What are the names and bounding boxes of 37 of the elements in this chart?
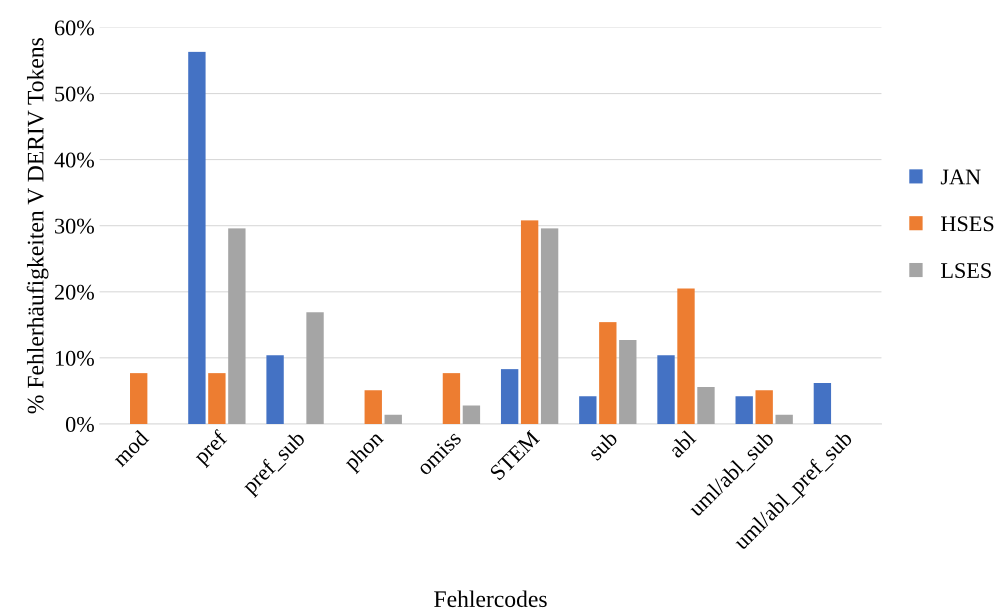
bar — [677, 288, 695, 424]
bar — [619, 340, 636, 424]
bar — [775, 414, 793, 424]
bar — [697, 386, 715, 424]
legend-label: JAN — [940, 170, 981, 184]
x-axis-title: Fehlercodes — [434, 590, 547, 608]
bar — [188, 52, 206, 424]
bar — [266, 355, 284, 424]
bar — [384, 414, 402, 424]
bar — [228, 228, 246, 424]
bar — [130, 373, 148, 424]
y-tick-label: 0% — [66, 416, 94, 432]
bar — [208, 373, 226, 424]
x-tick-label: mod — [111, 429, 150, 468]
bar — [755, 390, 773, 424]
y-tick-label: 30% — [55, 218, 94, 234]
y-tick-label: 10% — [56, 350, 94, 366]
y-tick-label: 60% — [54, 20, 94, 36]
bar — [442, 373, 460, 424]
y-tick-label: 50% — [55, 86, 94, 102]
bar — [520, 220, 538, 424]
bar — [306, 312, 324, 424]
legend-label: LSES — [941, 263, 991, 278]
bar — [599, 322, 616, 424]
bar — [500, 369, 518, 424]
x-tick-label: sub — [586, 429, 618, 462]
y-tick-label: 20% — [54, 284, 94, 300]
bar — [364, 390, 382, 424]
bar — [814, 382, 832, 424]
bar — [657, 355, 675, 424]
bar — [736, 396, 753, 424]
bar — [462, 405, 480, 424]
legend-label: HSES — [941, 216, 994, 232]
bar — [579, 396, 597, 424]
y-axis-title: % Fehlerhäufigkeiten V DERIV Tokens — [26, 38, 48, 414]
bar — [540, 228, 558, 424]
y-tick-label: 40% — [54, 152, 94, 168]
